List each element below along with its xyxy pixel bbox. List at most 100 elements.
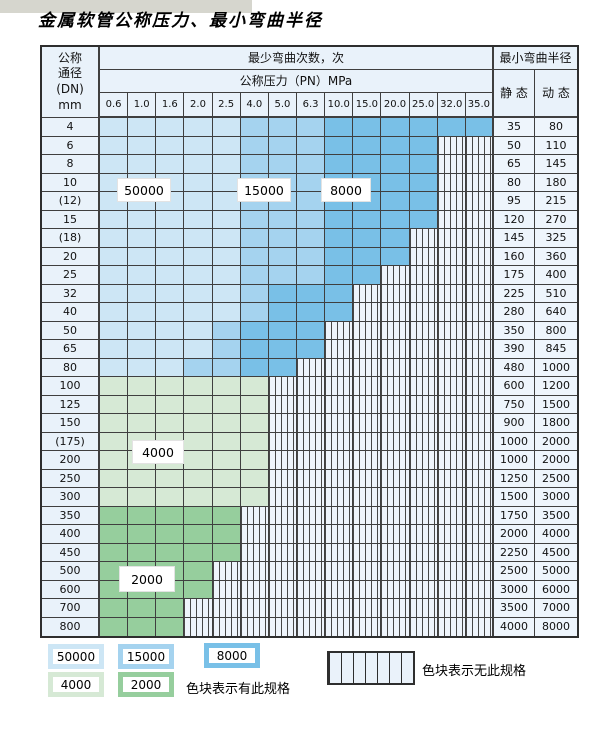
pressure-cell-700-20.0: [381, 599, 410, 618]
pressure-cell-250-35.0: [465, 469, 494, 488]
pressure-cell-450-25.0: [409, 543, 438, 562]
pressure-cell-(18)-35.0: [465, 229, 494, 248]
pressure-cell-20-6.3: [296, 247, 326, 266]
pressure-cell-32-1.6: [156, 284, 185, 303]
pressure-cell-800-1.0: [128, 617, 157, 636]
dn-header-line: 通径: [57, 66, 82, 81]
pressure-cell-125-10.0: [325, 395, 354, 414]
pressure-cell-250-0.6: [100, 469, 129, 488]
pressure-cell-10-2.0: [184, 173, 213, 192]
pressure-cell-350-15.0: [353, 506, 382, 525]
pressure-cell-32-2.0: [184, 284, 213, 303]
pressure-cell-100-1.6: [156, 377, 185, 396]
zone-label-2000: 2000: [119, 566, 175, 592]
legend-has-spec-text: 色块表示有此规格: [186, 682, 291, 697]
bend-cycles-header: 最少弯曲次数，次: [100, 47, 494, 70]
pressure-cell-4-32.0: [437, 118, 466, 137]
dn-cell-80: 80: [42, 358, 100, 377]
pressure-cell-65-5.0: [268, 340, 297, 359]
pressure-cell-8-10.0: [325, 155, 354, 174]
pressure-cell-800-2.0: [184, 617, 213, 636]
dynamic-value-25: 400: [534, 266, 577, 285]
dn-cell-25: 25: [42, 266, 100, 285]
pressure-cell-25-5.0: [268, 266, 297, 285]
pressure-cell-50-5.0: [268, 321, 297, 340]
pressure-cell-(12)-35.0: [465, 192, 494, 211]
pressure-cell-125-35.0: [465, 395, 494, 414]
pressure-cell-(175)-25.0: [409, 432, 438, 451]
dn-cell-8: 8: [42, 155, 100, 174]
pressure-cell-80-1.6: [156, 358, 185, 377]
pressure-cell-800-15.0: [353, 617, 382, 636]
pressure-cell-6-15.0: [353, 136, 382, 155]
pressure-cell-150-10.0: [325, 414, 354, 433]
pressure-cell-40-32.0: [437, 303, 466, 322]
pressure-cell-600-25.0: [409, 580, 438, 599]
pressure-cell-6-1.0: [128, 136, 157, 155]
pressure-cell-8-25.0: [409, 155, 438, 174]
static-value-300: 1500: [493, 488, 535, 507]
pressure-cell-40-6.3: [296, 303, 326, 322]
pressure-cell-600-4.0: [240, 580, 269, 599]
pressure-cell-15-25.0: [409, 210, 438, 229]
static-value-(18): 145: [493, 229, 535, 248]
pressure-cell-400-20.0: [381, 525, 410, 544]
pressure-cell-100-20.0: [381, 377, 410, 396]
pressure-cell-80-35.0: [465, 358, 494, 377]
page-title: 金属软管公称压力、最小弯曲半径: [38, 11, 323, 31]
dynamic-value-600: 6000: [534, 580, 577, 599]
pressure-cell-40-4.0: [240, 303, 269, 322]
pressure-cell-(18)-32.0: [437, 229, 466, 248]
pressure-cell-125-2.0: [184, 395, 213, 414]
legend-swatch-2000: 2000: [118, 672, 174, 697]
static-value-500: 2500: [493, 562, 535, 581]
pressure-cell-500-20.0: [381, 562, 410, 581]
pressure-cell-600-10.0: [325, 580, 354, 599]
dynamic-value-20: 360: [534, 247, 577, 266]
pressure-cell-6-25.0: [409, 136, 438, 155]
pressure-cell-700-1.0: [128, 599, 157, 618]
zone-label-8000: 8000: [321, 178, 371, 202]
pressure-cell-300-25.0: [409, 488, 438, 507]
pressure-cell-200-20.0: [381, 451, 410, 470]
pressure-cell-50-4.0: [240, 321, 269, 340]
pressure-header-35.0: 35.0: [465, 93, 494, 118]
pressure-cell-150-35.0: [465, 414, 494, 433]
pressure-cell-(18)-1.6: [156, 229, 185, 248]
pressure-cell-450-2.5: [212, 543, 241, 562]
pressure-cell-32-1.0: [128, 284, 157, 303]
pressure-cell-350-0.6: [100, 506, 129, 525]
pressure-cell-600-35.0: [465, 580, 494, 599]
dn-cell-40: 40: [42, 303, 100, 322]
pressure-cell-700-5.0: [268, 599, 297, 618]
dn-cell-300: 300: [42, 488, 100, 507]
pressure-cell-25-10.0: [325, 266, 354, 285]
pressure-cell-400-0.6: [100, 525, 129, 544]
pressure-cell-4-4.0: [240, 118, 269, 137]
pressure-cell-(175)-10.0: [325, 432, 354, 451]
pressure-cell-8-4.0: [240, 155, 269, 174]
pressure-cell-20-4.0: [240, 247, 269, 266]
pressure-cell-20-10.0: [325, 247, 354, 266]
pressure-cell-15-32.0: [437, 210, 466, 229]
pressure-cell-700-32.0: [437, 599, 466, 618]
pressure-header-10.0: 10.0: [325, 93, 354, 118]
dynamic-value-450: 4500: [534, 543, 577, 562]
pressure-cell-800-5.0: [268, 617, 297, 636]
pressure-header-15.0: 15.0: [353, 93, 382, 118]
pressure-cell-40-0.6: [100, 303, 129, 322]
pressure-cell-800-32.0: [437, 617, 466, 636]
pressure-cell-100-10.0: [325, 377, 354, 396]
pressure-cell-500-25.0: [409, 562, 438, 581]
pressure-cell-50-20.0: [381, 321, 410, 340]
pressure-cell-125-4.0: [240, 395, 269, 414]
pressure-cell-8-1.6: [156, 155, 185, 174]
pressure-cell-400-1.6: [156, 525, 185, 544]
pressure-cell-20-32.0: [437, 247, 466, 266]
pressure-cell-50-15.0: [353, 321, 382, 340]
pressure-cell-(12)-20.0: [381, 192, 410, 211]
pressure-cell-50-35.0: [465, 321, 494, 340]
pressure-cell-125-1.0: [128, 395, 157, 414]
pressure-cell-6-2.0: [184, 136, 213, 155]
pressure-cell-6-6.3: [296, 136, 326, 155]
